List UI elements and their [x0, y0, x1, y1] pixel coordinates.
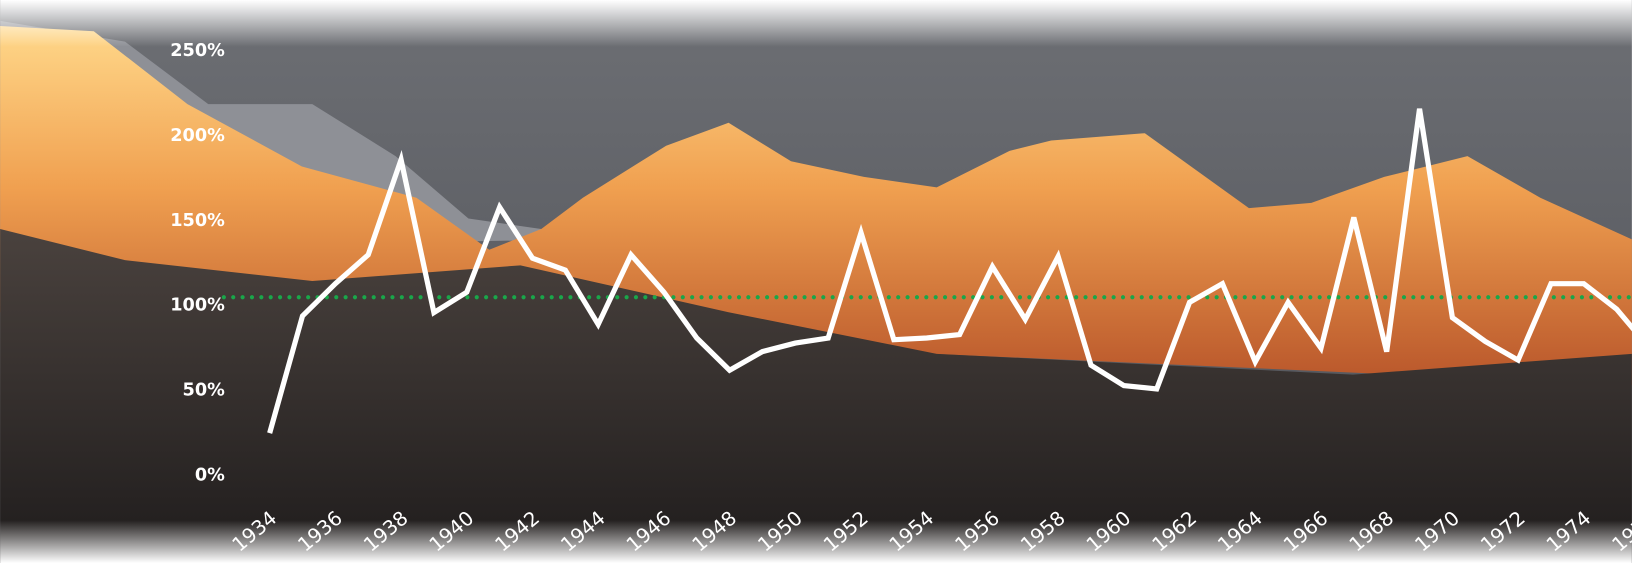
y-tick-label: 250%: [170, 41, 225, 61]
y-tick-label: 0%: [195, 466, 225, 486]
data-line: [267, 108, 1632, 434]
y-tick-label: 200%: [170, 126, 225, 146]
y-tick-label: 150%: [170, 211, 225, 231]
y-tick-label: 100%: [170, 296, 225, 316]
y-tick-label: 50%: [183, 381, 226, 401]
